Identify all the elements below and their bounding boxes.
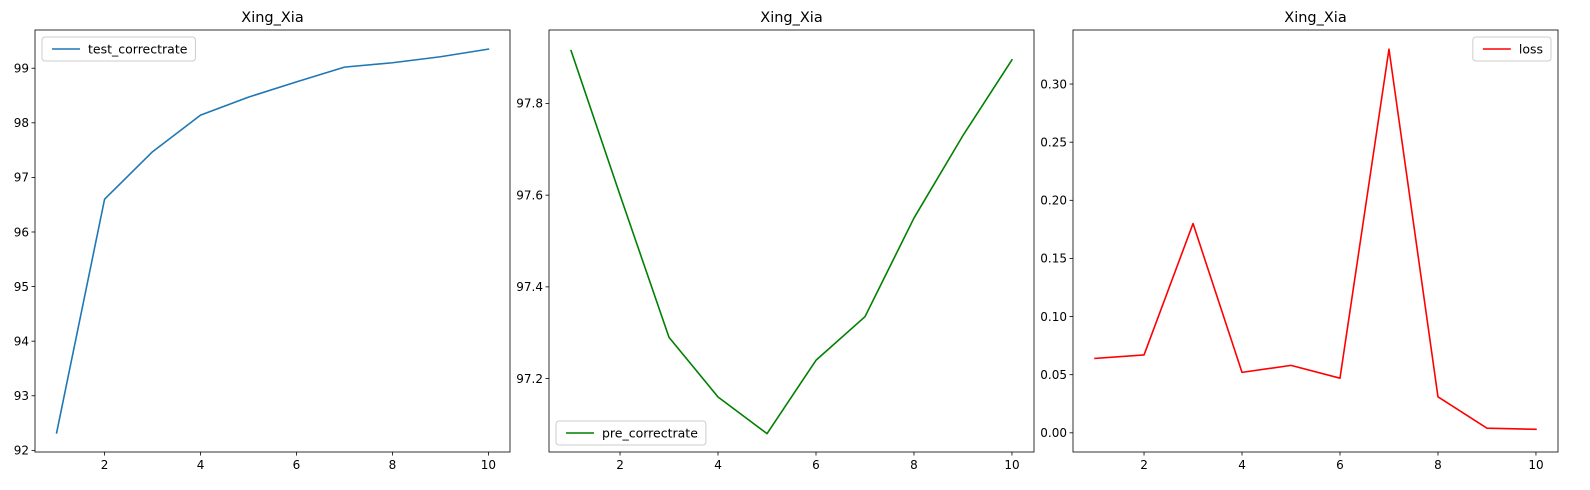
x-tick-label: 2 [1140,458,1148,472]
legend-label: loss [1519,42,1543,57]
legend-box [1472,36,1552,62]
y-tick-label: 0.00 [1040,426,1067,440]
y-tick-label: 97.8 [516,97,543,111]
x-tick-label: 4 [197,458,205,472]
y-tick-label: 93 [14,389,29,403]
legend: test_correctrate [41,36,196,62]
x-tick-label: 10 [1528,458,1543,472]
y-tick-label: 99 [14,62,29,76]
series-line-loss [1094,48,1537,431]
chart-pre-correctrate: Xing_Xia 2 4 6 8 10 97.2 97.4 97.6 97.8 pre_correc… [516,10,1035,472]
x-tick-label: 2 [616,458,624,472]
legend-box [555,420,707,446]
chart-test-correctrate: Xing_Xia 2 4 6 8 10 92 93 94 95 96 97 98 99 test_corre… [14,10,511,472]
legend-box [41,36,196,62]
x-tick-label: 6 [812,458,820,472]
x-tick-label: 6 [1336,458,1344,472]
legend: pre_correctrate [555,420,707,446]
x-tick-label: 8 [910,458,918,472]
axes-frame [548,29,1035,453]
x-tick-label: 8 [389,458,397,472]
y-tick-label: 0.15 [1040,252,1067,266]
chart-title: Xing_Xia [760,10,822,26]
x-tick-label: 10 [481,458,496,472]
chart-loss: Xing_Xia 2 4 6 8 10 0.00 0.05 0.10 0.15 0.20 0.25 0.… [1040,10,1559,472]
y-tick-label: 97.6 [516,188,543,202]
x-tick-label: 8 [1434,458,1442,472]
y-tick-label: 92 [14,444,29,458]
y-tick-label: 97 [14,171,29,185]
x-tick-label: 6 [293,458,301,472]
y-tick-label: 97.4 [516,280,543,294]
series-line-test-correctrate [55,48,490,434]
series-line-pre-correctrate [570,49,1014,435]
legend-label: test_correctrate [88,42,188,57]
y-tick-label: 0.05 [1040,368,1067,382]
y-tick-label: 98 [14,116,29,130]
legend: loss [1472,36,1552,62]
chart-title: Xing_Xia [1284,10,1346,26]
x-tick-label: 4 [1238,458,1246,472]
y-tick-label: 94 [14,334,29,348]
y-tick-label: 0.10 [1040,310,1067,324]
y-tick-label: 95 [14,280,29,294]
y-tick-label: 0.30 [1040,77,1067,91]
x-tick-label: 2 [101,458,109,472]
y-tick-label: 97.2 [516,372,543,386]
y-tick-label: 0.20 [1040,194,1067,208]
y-tick-label: 0.25 [1040,135,1067,149]
y-tick-label: 96 [14,225,29,239]
x-tick-label: 4 [714,458,722,472]
legend-label: pre_correctrate [602,426,698,441]
axes-frame [34,29,511,453]
axes-frame [1072,29,1559,453]
x-tick-label: 10 [1004,458,1019,472]
chart-title: Xing_Xia [241,10,303,26]
